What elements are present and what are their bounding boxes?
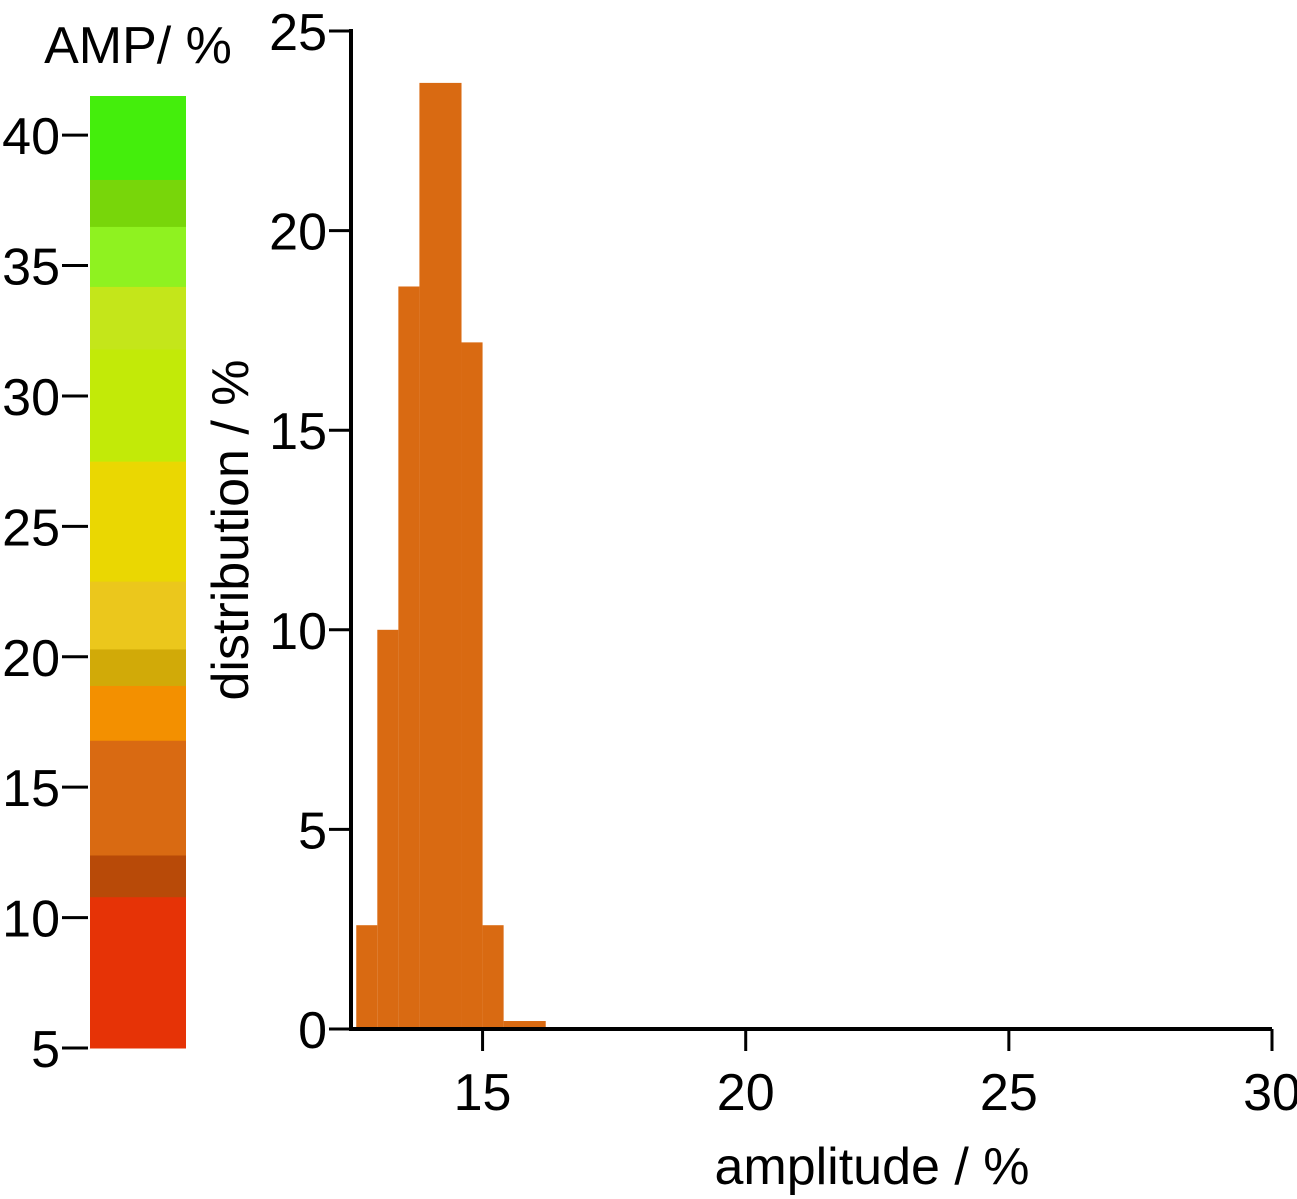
colorbar-ticks: 5 10 15 20 25 30 35 40: [2, 108, 88, 1079]
histogram-bar: [356, 925, 378, 1029]
y-axis-label: distribution / %: [202, 359, 260, 700]
colorbar: AMP/ % 5 10 15 20 25 30 35 40: [2, 17, 232, 1079]
histogram-bar: [419, 82, 462, 1030]
colorbar-tick-label: 20: [2, 630, 60, 688]
y-axis-ticks: 0 5 10 15 20 25: [269, 4, 351, 1060]
colorbar-band: [90, 226, 186, 287]
colorbar-band: [90, 179, 186, 227]
x-axis-ticks: 15 20 25 30: [454, 1029, 1297, 1122]
colorbar-tick-label: 35: [2, 239, 60, 297]
x-tick-label: 25: [980, 1064, 1038, 1122]
colorbar-band: [90, 685, 186, 741]
colorbar-title: AMP/ %: [44, 17, 232, 75]
colorbar-tick-label: 15: [2, 760, 60, 818]
colorbar-band: [90, 740, 186, 856]
y-tick-label: 5: [298, 802, 327, 860]
colorbar-tick-label: 25: [2, 499, 60, 557]
x-tick-label: 30: [1243, 1064, 1297, 1122]
histogram-bars: [356, 82, 546, 1030]
histogram: 15 20 25 30 0 5 10 15 20 25 amplitude / % distri…: [202, 4, 1297, 1196]
colorbar-band: [90, 648, 186, 686]
y-tick-label: 20: [269, 204, 327, 262]
y-tick-label: 15: [269, 403, 327, 461]
colorbar-band: [90, 286, 186, 350]
x-tick-label: 20: [717, 1064, 775, 1122]
y-tick-label: 10: [269, 603, 327, 661]
histogram-bar: [461, 342, 483, 1030]
histogram-bar: [377, 629, 399, 1029]
colorbar-tick-label: 5: [31, 1021, 60, 1079]
x-tick-label: 15: [454, 1064, 512, 1122]
y-tick-label: 0: [298, 1002, 327, 1060]
colorbar-bands: [90, 96, 186, 1049]
colorbar-band: [90, 854, 186, 898]
colorbar-tick-label: 30: [2, 369, 60, 427]
colorbar-tick-label: 10: [2, 891, 60, 949]
colorbar-band: [90, 348, 186, 462]
colorbar-band: [90, 896, 186, 1049]
x-axis-label: amplitude / %: [714, 1138, 1029, 1196]
y-tick-label: 25: [269, 4, 327, 62]
colorbar-band: [90, 461, 186, 582]
colorbar-band: [90, 581, 186, 650]
histogram-bar: [398, 286, 420, 1029]
histogram-bar: [503, 1021, 546, 1029]
colorbar-band: [90, 96, 186, 180]
colorbar-tick-label: 40: [2, 108, 60, 166]
histogram-bar: [482, 925, 504, 1029]
